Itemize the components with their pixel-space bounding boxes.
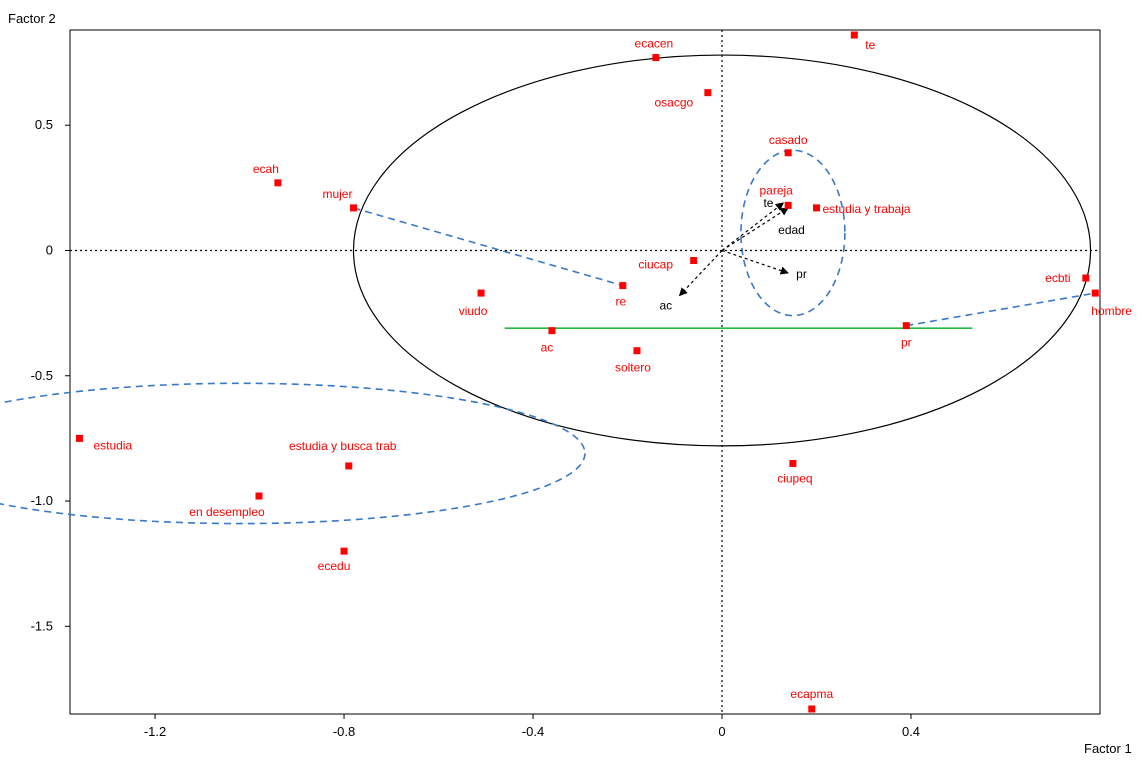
point-label-ecapma: ecapma — [790, 687, 833, 701]
y-tick-label: -1.5 — [31, 618, 53, 633]
vector-label-edad: edad — [778, 223, 805, 237]
point-ecacen — [652, 54, 660, 62]
vector-edad — [721, 207, 789, 251]
vector-label-ac: ac — [659, 299, 672, 313]
x-axis-title: Factor 1 — [1084, 741, 1132, 756]
point-ciupeq — [789, 459, 797, 467]
plot-frame — [69, 29, 1101, 715]
point-ciucap — [690, 257, 698, 265]
point-te — [850, 31, 858, 39]
x-tick-label: -0.4 — [522, 724, 544, 739]
point-label-estudia: estudia — [93, 438, 132, 452]
point-estudia-y-trabaja — [813, 204, 821, 212]
point-label-estudia-y-trabaja: estudia y trabaja — [823, 202, 911, 216]
vector-ac — [678, 250, 723, 297]
point-en-desempleo — [255, 492, 263, 500]
point-pareja — [784, 201, 792, 209]
vector-label-pr: pr — [796, 267, 807, 281]
point-estudia — [75, 434, 83, 442]
point-label-casado: casado — [769, 133, 808, 147]
y-tick-label: -0.5 — [31, 368, 53, 383]
point-label-ecacen: ecacen — [635, 37, 674, 51]
point-casado — [784, 149, 792, 157]
point-ecapma — [808, 705, 816, 713]
point-label-en-desempleo: en desempleo — [189, 505, 265, 519]
point-label-ecedu: ecedu — [318, 559, 351, 573]
point-osacgo — [704, 89, 712, 97]
vector-te — [721, 202, 785, 251]
point-label-viudo: viudo — [459, 304, 488, 318]
point-label-te: te — [865, 38, 875, 52]
point-label-ciucap: ciucap — [638, 258, 673, 272]
point-hombre — [1091, 289, 1099, 297]
vector-label-te: te — [763, 196, 773, 210]
point-viudo — [477, 289, 485, 297]
y-tick-label: -1.0 — [31, 493, 53, 508]
dashed-connector-2 — [906, 292, 1096, 327]
y-tick-label: 0 — [46, 242, 53, 257]
point-label-ac: ac — [541, 341, 554, 355]
y-tick-label: 0.5 — [35, 117, 53, 132]
point-pr — [902, 322, 910, 330]
x-tick-label: 0.4 — [902, 724, 920, 739]
x-tick-label: -1.2 — [144, 724, 166, 739]
point-label-ecah: ecah — [253, 162, 279, 176]
point-label-re: re — [615, 295, 626, 309]
point-label-osacgo: osacgo — [654, 96, 693, 110]
point-estudia-y-busca-trab — [345, 462, 353, 470]
point-re — [619, 282, 627, 290]
dashed-ellipse-2 — [0, 382, 586, 525]
point-label-pareja: pareja — [759, 183, 793, 197]
y-axis-title: Factor 2 — [8, 11, 56, 26]
dashed-connector-1 — [353, 207, 624, 287]
point-label-soltero: soltero — [615, 361, 651, 375]
point-label-estudia-y-busca-trab: estudia y busca trab — [289, 439, 397, 453]
x-tick-label: 0 — [718, 724, 725, 739]
point-ecah — [274, 179, 282, 187]
point-ecedu — [340, 547, 348, 555]
point-mujer — [349, 204, 357, 212]
point-label-pr: pr — [901, 336, 912, 350]
point-label-mujer: mujer — [322, 187, 352, 201]
point-soltero — [633, 347, 641, 355]
point-ecbti — [1082, 274, 1090, 282]
x-tick-label: -0.8 — [333, 724, 355, 739]
dashed-ellipse-1 — [740, 149, 846, 317]
point-ac — [548, 327, 556, 335]
point-label-ciupeq: ciupeq — [777, 471, 812, 485]
vector-pr — [721, 249, 789, 275]
point-label-ecbti: ecbti — [1045, 271, 1070, 285]
point-label-hombre: hombre — [1091, 304, 1132, 318]
